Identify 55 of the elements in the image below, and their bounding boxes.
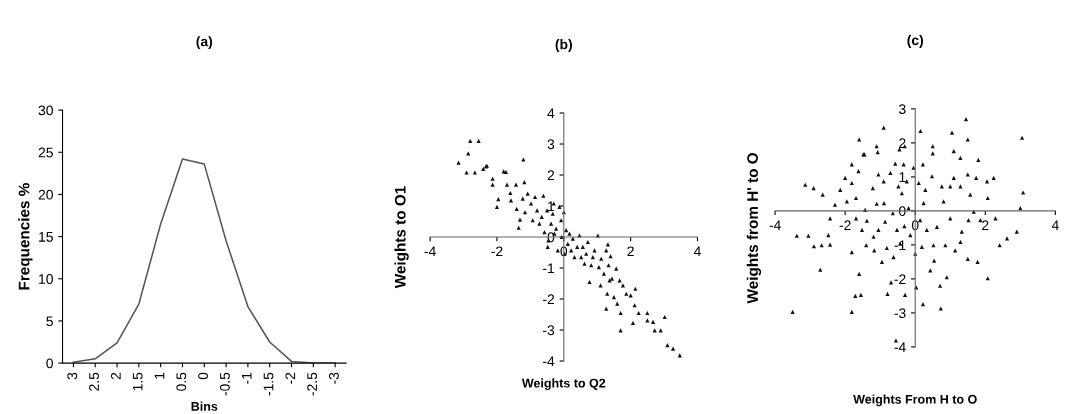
x-tick-label: 0 — [560, 246, 568, 257]
y-tick-label: -2 — [894, 274, 906, 284]
x-axis-title: Bins — [191, 401, 218, 411]
y-tick-label: 25 — [38, 147, 53, 158]
y-tick-label: -4 — [543, 356, 555, 367]
x-tick-label: 4 — [1051, 220, 1059, 230]
chart-title: (c) — [907, 34, 924, 48]
y-tick-label: -3 — [543, 325, 555, 336]
x-tick-label: -1.5 — [263, 372, 274, 396]
y-tick-label: 3 — [547, 139, 555, 150]
x-tick-label: -2 — [285, 372, 296, 384]
x-tick-label: -4 — [424, 246, 436, 257]
y-tick-label: -1 — [543, 263, 555, 274]
y-tick-label: -3 — [894, 308, 906, 319]
y-tick-label: 0 — [46, 358, 53, 369]
x-tick-label: 0 — [198, 372, 209, 380]
y-tick-label: 4 — [547, 108, 555, 119]
y-tick-label: 0 — [547, 232, 555, 243]
x-tick-label: -2 — [491, 246, 503, 257]
x-tick-label: 3 — [67, 372, 78, 380]
x-axis-title: Weights From H to O — [853, 394, 977, 407]
x-tick-label: 1 — [154, 372, 165, 379]
y-tick-label: -4 — [894, 342, 906, 352]
y-tick-label: 2 — [547, 170, 555, 181]
chart-title: (b) — [555, 39, 572, 53]
x-tick-label: 4 — [693, 246, 701, 257]
y-tick-label: 15 — [39, 232, 53, 242]
x-tick-label: -2.5 — [307, 372, 318, 396]
x-tick-label: -2 — [839, 220, 851, 230]
x-axis-title: Weights to Q2 — [521, 378, 606, 391]
y-tick-label: -2 — [543, 294, 555, 305]
x-tick-label: 0 — [911, 220, 919, 231]
x-tick-label: -3 — [329, 372, 339, 384]
y-axis-title: Weights from H' to O — [746, 153, 762, 304]
y-tick-label: 1 — [548, 201, 555, 212]
y-tick-label: 20 — [38, 189, 53, 200]
y-tick-label: 0 — [899, 206, 906, 217]
y-tick-label: 3 — [899, 104, 906, 115]
chart-title: (a) — [196, 36, 213, 50]
x-tick-label: 2 — [982, 220, 989, 230]
x-tick-label: 2 — [627, 246, 634, 257]
y-tick-label: 10 — [39, 274, 53, 284]
y-axis-title: Frequencies % — [18, 183, 33, 290]
y-tick-label: 1 — [899, 172, 906, 182]
y-tick-label: 30 — [38, 105, 53, 116]
x-tick-label: -4 — [769, 220, 781, 230]
x-tick-label: -0.5 — [219, 372, 230, 396]
x-tick-label: 1.5 — [132, 372, 143, 391]
y-tick-label: 2 — [899, 138, 906, 148]
x-tick-label: 2.5 — [89, 372, 99, 391]
y-tick-label: 5 — [46, 316, 53, 327]
x-tick-label: -1 — [241, 372, 252, 384]
x-tick-label: 2 — [110, 372, 121, 380]
y-axis-title: Weights to O1 — [394, 186, 409, 289]
x-tick-label: 0.5 — [176, 372, 187, 391]
